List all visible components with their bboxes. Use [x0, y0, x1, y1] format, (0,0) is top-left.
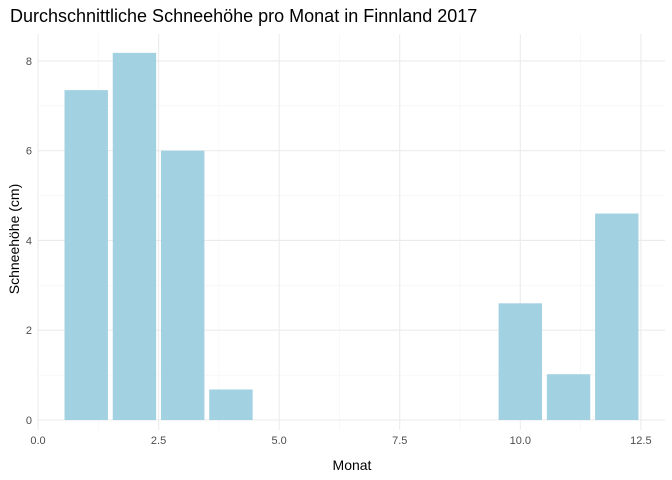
bar-month-4 [209, 389, 253, 420]
y-tick-label: 0 [26, 415, 32, 427]
bar-month-1 [64, 90, 108, 421]
x-axis-ticks: 0.0 2.5 5.0 7.5 10.0 12.5 [30, 435, 651, 447]
y-axis-ticks: 0 2 4 6 8 [26, 56, 32, 427]
x-tick-label: 10.0 [510, 435, 531, 447]
y-tick-label: 6 [26, 146, 32, 158]
x-tick-label: 5.0 [272, 435, 287, 447]
bar-month-11 [546, 374, 591, 420]
x-tick-label: 0.0 [30, 435, 45, 447]
bar-month-3 [160, 150, 205, 420]
x-tick-label: 12.5 [630, 435, 651, 447]
bar-month-2 [112, 52, 157, 420]
bar-month-12 [595, 213, 639, 420]
y-axis-label: Schneehöhe (cm) [6, 184, 22, 295]
y-tick-label: 2 [26, 325, 32, 337]
y-tick-label: 8 [26, 56, 32, 68]
chart-title: Durchschnittliche Schneehöhe pro Monat i… [10, 6, 477, 26]
x-tick-label: 7.5 [392, 435, 407, 447]
bars [64, 52, 639, 421]
y-tick-label: 4 [26, 235, 32, 247]
bar-month-10 [498, 303, 543, 420]
x-tick-label: 2.5 [151, 435, 166, 447]
x-axis-label: Monat [333, 457, 372, 473]
